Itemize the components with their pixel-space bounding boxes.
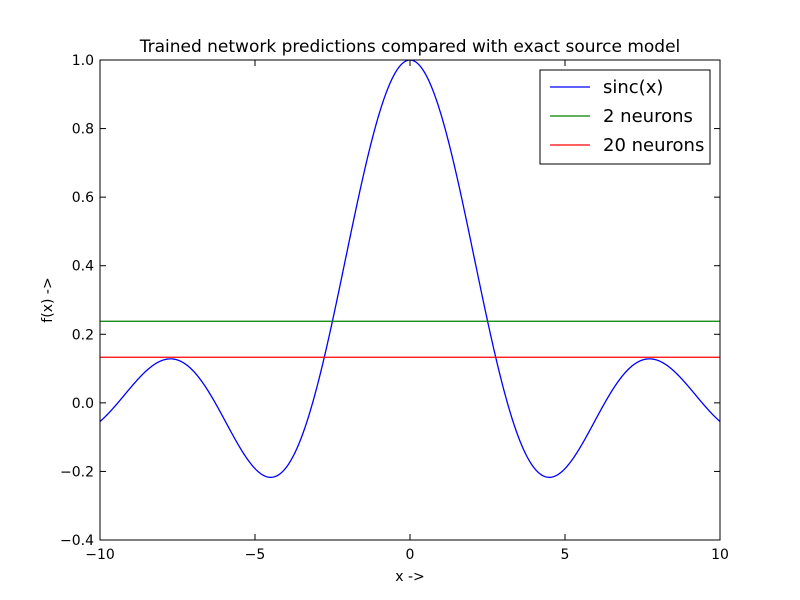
y-tick-label: −0.2 [60,464,94,480]
y-tick-label: 0.4 [72,259,94,275]
y-axis-label: f(x) -> [40,277,56,322]
x-tick-label: −10 [85,547,115,563]
y-tick-label: 0.8 [72,122,94,138]
x-axis-label: x -> [395,569,425,585]
legend: sinc(x) 2 neurons 20 neurons [539,69,711,165]
series-line-0 [100,60,720,478]
x-tick-label: 0 [406,547,415,563]
legend-entry-label: 20 neurons [603,135,704,156]
x-tick-label: −5 [245,547,266,563]
x-tick-label: 10 [711,547,729,563]
x-tick-label: 5 [561,547,570,563]
legend-entry-label: sinc(x) [603,77,663,98]
y-tick-label: 0.6 [72,190,94,206]
chart-title: Trained network predictions compared wit… [139,37,681,57]
y-tick-label: 1.0 [72,53,94,69]
legend-box [539,69,711,165]
series-layer [100,60,720,478]
legend-entry-label: 2 neurons [603,106,693,127]
y-tick-label: −0.4 [60,533,94,549]
ticks-layer: −10 −5 0 5 10 −0.4 −0.2 0.0 0.2 0.4 0.6 0.8 1.0 [60,53,729,563]
y-tick-label: 0.0 [72,396,94,412]
y-tick-label: 0.2 [72,327,94,343]
